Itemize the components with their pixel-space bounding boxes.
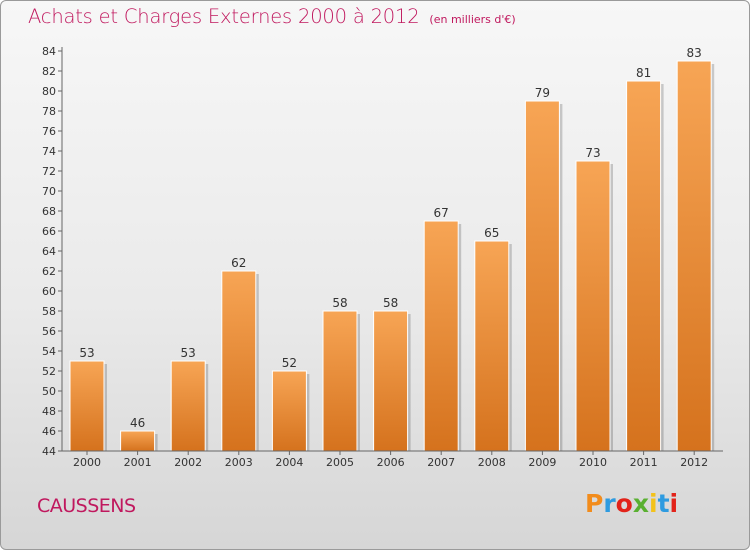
x-tick-label: 2010 (579, 456, 607, 469)
chart-title: Achats et Charges Externes 2000 à 2012 (28, 5, 420, 28)
value-label: 52 (282, 356, 297, 370)
bar (271, 370, 307, 452)
bar (322, 310, 358, 452)
x-axis: 2000 2001 2002 2003 2004 2005 2006 2007 2008 2009… (62, 450, 723, 469)
bar (524, 100, 560, 452)
y-tick-label: 48 (42, 405, 56, 418)
y-tick-label: 66 (42, 225, 56, 238)
logo-letter: t (657, 489, 670, 518)
x-tick-label: 2002 (174, 456, 202, 469)
y-tick-label: 68 (42, 205, 56, 218)
logo-letter: i (649, 489, 658, 518)
x-tick-label: 2011 (630, 456, 658, 469)
x-tick-label: 2009 (528, 456, 556, 469)
y-tick-label: 70 (42, 185, 56, 198)
x-tick-label: 2004 (275, 456, 303, 469)
logo-letter: P (585, 489, 604, 518)
value-label: 53 (79, 346, 94, 360)
y-tick-label: 44 (42, 445, 56, 458)
y-tick-label: 72 (42, 165, 56, 178)
y-tick-label: 60 (42, 285, 56, 298)
bar (120, 430, 156, 452)
value-label: 83 (687, 46, 702, 60)
bar (373, 310, 409, 452)
logo-letter: i (669, 489, 679, 518)
bar (170, 360, 206, 452)
bar (676, 60, 712, 452)
value-labels: 53 46 53 62 52 58 58 67 65 79 73 81 83 (79, 46, 701, 430)
y-tick-label: 46 (42, 425, 56, 438)
y-tick-label: 76 (42, 125, 56, 138)
x-tick-label: 2000 (73, 456, 101, 469)
y-tick-label: 84 (42, 45, 56, 58)
y-tick-label: 80 (42, 85, 56, 98)
y-tick-label: 74 (42, 145, 56, 158)
value-label: 58 (332, 296, 347, 310)
x-tick-label: 2008 (478, 456, 506, 469)
value-label: 73 (585, 146, 600, 160)
bars (69, 60, 712, 452)
commune-name: CAUSSENS (37, 495, 136, 517)
proxiti-logo: Proxiti (585, 489, 695, 525)
bar (626, 80, 662, 452)
logo-letter: x (632, 489, 649, 518)
x-tick-label: 2005 (326, 456, 354, 469)
y-tick-label: 58 (42, 305, 56, 318)
bar (221, 270, 257, 452)
value-label: 53 (181, 346, 196, 360)
y-tick-label: 62 (42, 265, 56, 278)
bar (575, 160, 611, 452)
x-tick-label: 2012 (680, 456, 708, 469)
y-tick-label: 82 (42, 65, 56, 78)
y-tick-label: 56 (42, 325, 56, 338)
chart-subtitle: (en milliers d'€) (429, 13, 516, 26)
logo-letter: r (603, 489, 616, 518)
chart-title-block: Achats et Charges Externes 2000 à 2012 (e… (28, 5, 516, 28)
value-label: 65 (484, 226, 499, 240)
value-label: 58 (383, 296, 398, 310)
x-tick-label: 2006 (377, 456, 405, 469)
value-label: 62 (231, 256, 246, 270)
x-tick-label: 2007 (427, 456, 455, 469)
value-label: 67 (434, 206, 449, 220)
y-tick-label: 78 (42, 105, 56, 118)
x-tick-label: 2003 (225, 456, 253, 469)
value-label: 81 (636, 66, 651, 80)
y-axis: 44 46 48 50 52 54 56 58 60 62 64 66 68 70 72 74 76 78 80 82… (42, 45, 63, 458)
bar (423, 220, 459, 452)
y-tick-label: 64 (42, 245, 56, 258)
value-label: 79 (535, 86, 550, 100)
value-label: 46 (130, 416, 145, 430)
bar (69, 360, 105, 452)
y-tick-label: 50 (42, 385, 56, 398)
bar (474, 240, 510, 452)
logo-letter: o (615, 489, 633, 518)
y-tick-label: 54 (42, 345, 56, 358)
y-tick-label: 52 (42, 365, 56, 378)
x-tick-label: 2001 (124, 456, 152, 469)
